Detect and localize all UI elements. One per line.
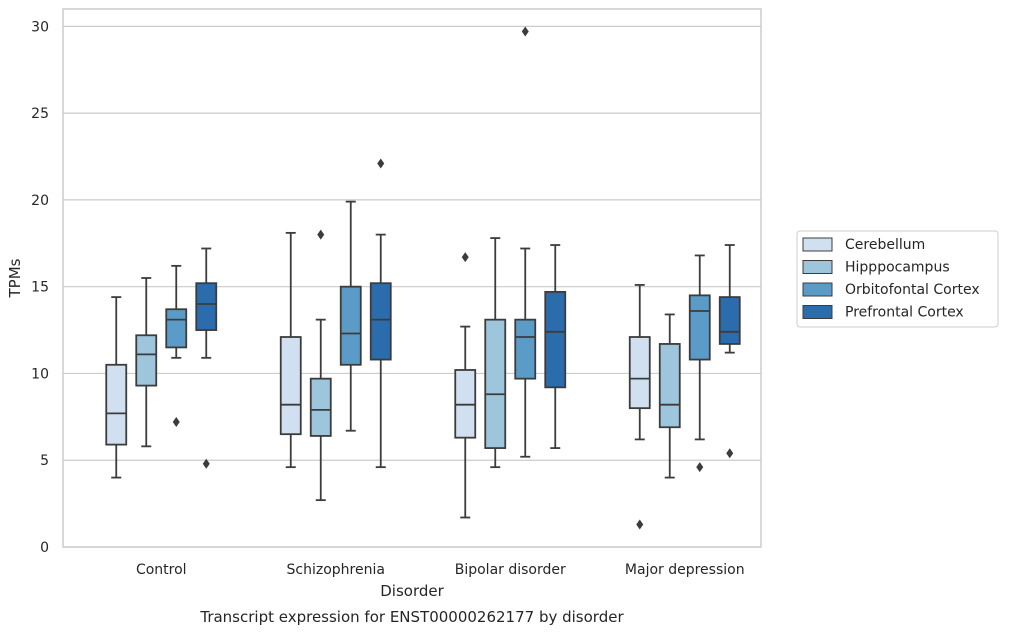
legend-frame [796, 230, 999, 328]
legend-label: Prefrontal Cortex [845, 305, 964, 321]
box-cerebellum [628, 284, 651, 530]
y-tick-label: 0 [40, 540, 49, 556]
legend-label: Cerebellum [845, 237, 925, 253]
box-prefrontal-cortex [718, 244, 741, 459]
legend-label: Orbitofontal Cortex [845, 282, 980, 298]
outlier-point [172, 417, 180, 428]
box-iqr [544, 290, 567, 389]
outlier-point [726, 448, 734, 459]
box-iqr [279, 336, 302, 436]
box-hipppocampus [484, 237, 507, 469]
legend-item: Cerebellum [802, 237, 925, 253]
box-orbitofontal-cortex [688, 254, 711, 473]
x-tick-labels: Control Schizophrenia Bipolar disorder Majo… [136, 562, 745, 578]
box-iqr [135, 334, 158, 387]
legend-items: Cerebellum Hipppocampus Orbitofontal Corte… [802, 237, 980, 321]
y-tick-labels: 0 5 10 15 20 25 30 [31, 19, 49, 556]
x-tick-label: Control [136, 562, 187, 578]
outlier-point [202, 458, 210, 469]
box-prefrontal-cortex [369, 158, 392, 469]
legend-item: Orbitofontal Cortex [802, 282, 980, 298]
box-prefrontal-cortex [195, 247, 218, 469]
box-iqr [105, 363, 128, 446]
gridlines [63, 25, 761, 548]
y-tick-label: 30 [31, 19, 49, 35]
outlier-point [461, 252, 469, 263]
box-iqr [339, 285, 362, 366]
legend-swatch [802, 282, 833, 297]
y-tick-label: 15 [31, 280, 49, 296]
box-iqr [484, 318, 507, 449]
box-hipppocampus [135, 277, 158, 448]
box-orbitofontal-cortex [514, 26, 537, 458]
legend-swatch [802, 237, 833, 252]
x-tick-label: Major depression [625, 562, 745, 578]
legend-swatch [802, 260, 833, 274]
box-iqr [514, 318, 537, 380]
legend-item: Hipppocampus [802, 260, 950, 276]
y-tick-label: 10 [31, 366, 49, 382]
box-cerebellum [454, 252, 477, 519]
box-iqr [309, 377, 332, 437]
plot-frame [62, 8, 762, 548]
x-tick-label: Schizophrenia [287, 562, 385, 578]
box-iqr [195, 282, 218, 331]
legend-item: Prefrontal Cortex [802, 305, 964, 321]
y-axis-label: TPMs [6, 258, 24, 298]
legend: Cerebellum Hipppocampus Orbitofontal Corte… [796, 230, 999, 328]
legend-swatch [802, 305, 833, 319]
y-tick-label: 5 [40, 453, 49, 469]
outlier-point [317, 229, 325, 240]
boxes [105, 26, 741, 530]
box-orbitofontal-cortex [339, 200, 362, 432]
box-iqr [718, 296, 741, 345]
x-axis-label: Disorder [380, 582, 444, 600]
outlier-point [521, 26, 529, 37]
box-iqr [658, 343, 681, 429]
box-iqr [369, 282, 392, 361]
outlier-point [377, 158, 385, 169]
plot-background [63, 9, 761, 547]
box-cerebellum [279, 231, 302, 469]
y-tick-label: 25 [31, 106, 49, 122]
outlier-point [696, 462, 704, 473]
chart-caption: Transcript expression for ENST0000026217… [199, 608, 624, 626]
y-tick-label: 20 [31, 193, 49, 209]
box-iqr [165, 308, 188, 349]
box-prefrontal-cortex [544, 244, 567, 449]
box-iqr [628, 336, 651, 410]
x-tick-label: Bipolar disorder [455, 562, 566, 578]
legend-label: Hipppocampus [845, 260, 950, 276]
outlier-point [636, 519, 644, 530]
box-iqr [688, 294, 711, 361]
box-hipppocampus [309, 229, 332, 502]
box-cerebellum [105, 296, 128, 479]
box-hipppocampus [658, 313, 681, 479]
box-orbitofontal-cortex [165, 264, 188, 428]
